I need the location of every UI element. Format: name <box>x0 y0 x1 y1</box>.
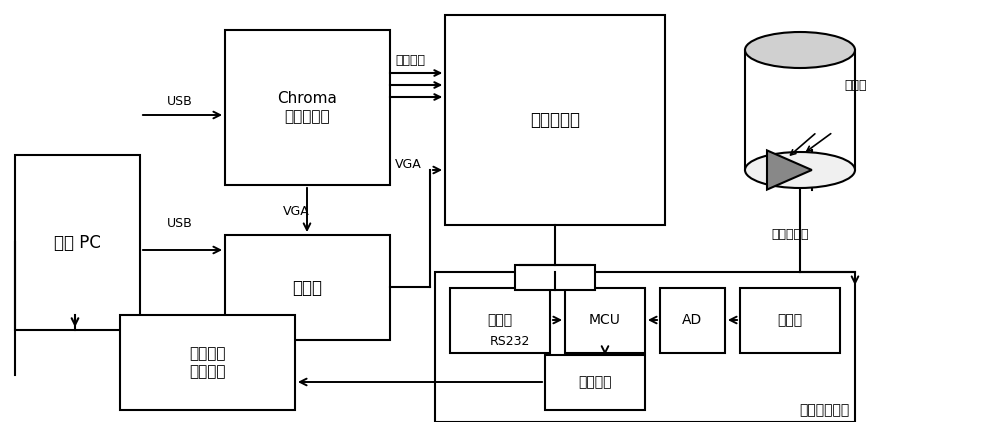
Text: 串行接口: 串行接口 <box>578 376 612 390</box>
Bar <box>565 288 645 353</box>
Ellipse shape <box>745 32 855 68</box>
Text: 待测显示器: 待测显示器 <box>530 111 580 129</box>
Bar <box>660 288 725 353</box>
Bar <box>435 272 855 422</box>
Bar <box>515 265 595 290</box>
Text: 光电转换单元: 光电转换单元 <box>800 403 850 417</box>
Text: AD: AD <box>682 314 703 327</box>
Ellipse shape <box>745 152 855 188</box>
Text: 烧录板: 烧录板 <box>292 279 322 297</box>
Text: MCU: MCU <box>589 314 621 327</box>
Bar <box>450 288 550 353</box>
Text: 放大器: 放大器 <box>777 314 803 327</box>
Polygon shape <box>767 150 812 189</box>
Text: 光电传感器: 光电传感器 <box>771 228 809 241</box>
Text: RS232: RS232 <box>490 335 530 348</box>
Bar <box>445 15 665 225</box>
Text: 其他信号: 其他信号 <box>395 54 425 67</box>
Text: 存储器: 存储器 <box>487 314 513 327</box>
Bar <box>545 355 645 410</box>
Text: 遮光罩: 遮光罩 <box>844 78 866 92</box>
Text: Chroma
信号发生器: Chroma 信号发生器 <box>278 91 337 124</box>
Text: VGA: VGA <box>395 159 422 171</box>
Text: USB: USB <box>167 217 193 230</box>
Bar <box>120 315 295 410</box>
Bar <box>225 235 390 340</box>
Text: 工控 PC: 工控 PC <box>54 233 101 252</box>
Bar <box>15 155 140 330</box>
Bar <box>740 288 840 353</box>
Text: USB: USB <box>167 95 193 108</box>
Bar <box>225 30 390 185</box>
Text: VGA: VGA <box>283 205 309 218</box>
Text: 闪变信号
处理单元: 闪变信号 处理单元 <box>189 346 226 379</box>
